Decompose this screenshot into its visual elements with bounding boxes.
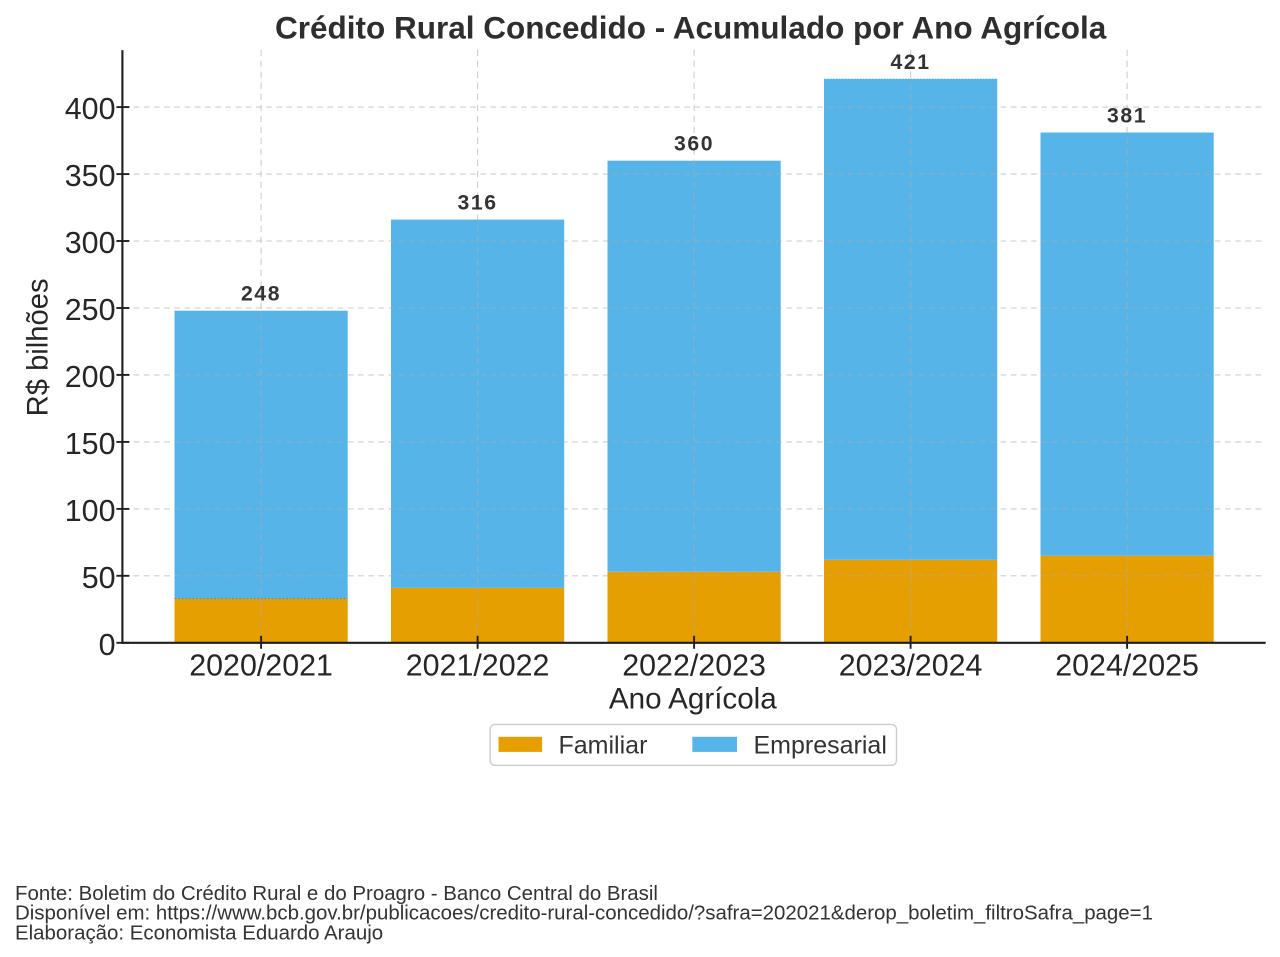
svg-text:300: 300 [65,226,116,260]
svg-text:2020/2021: 2020/2021 [189,648,333,682]
svg-text:360: 360 [674,133,714,156]
svg-text:150: 150 [65,427,116,461]
svg-text:Elaboração: Economista Eduardo: Elaboração: Economista Eduardo Araujo [15,921,383,944]
svg-text:0: 0 [99,628,116,662]
svg-text:316: 316 [458,192,498,215]
svg-text:R$ bilhões: R$ bilhões [23,278,55,416]
svg-text:Fonte: Boletim do Crédito Rura: Fonte: Boletim do Crédito Rural e do Pro… [15,882,658,905]
svg-text:Crédito Rural Concedido - Acum: Crédito Rural Concedido - Acumulado por … [275,10,1107,46]
svg-text:2023/2024: 2023/2024 [839,648,983,682]
svg-text:Familiar: Familiar [559,732,648,760]
svg-text:2021/2022: 2021/2022 [406,648,550,682]
svg-text:400: 400 [65,92,116,126]
svg-text:50: 50 [82,561,116,595]
svg-text:Ano Agrícola: Ano Agrícola [609,682,777,715]
svg-text:381: 381 [1107,105,1147,128]
svg-text:421: 421 [891,51,931,74]
svg-text:248: 248 [241,283,281,306]
svg-text:100: 100 [65,494,116,528]
svg-text:Disponível em: https://www.bcb: Disponível em: https://www.bcb.gov.br/pu… [15,902,1153,925]
svg-text:350: 350 [65,159,116,193]
svg-text:Empresarial: Empresarial [754,732,887,760]
svg-text:2022/2023: 2022/2023 [622,648,766,682]
svg-text:250: 250 [65,293,116,327]
svg-text:200: 200 [65,360,116,394]
svg-text:2024/2025: 2024/2025 [1055,648,1199,682]
